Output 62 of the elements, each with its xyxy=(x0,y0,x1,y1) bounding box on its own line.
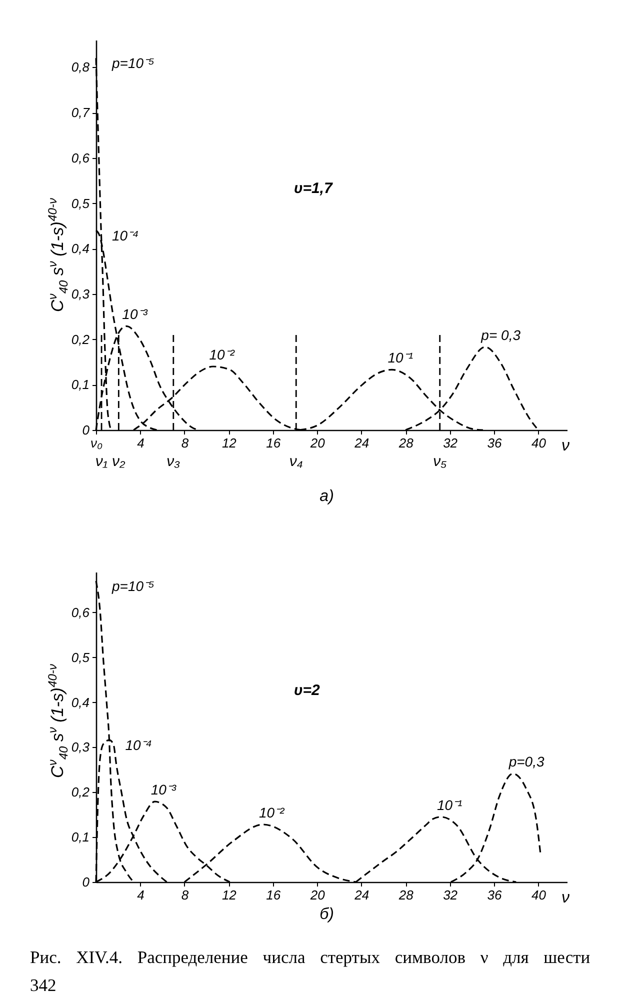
y-tick-label: 0,2 xyxy=(71,332,90,347)
series-label: 10⁻² xyxy=(209,346,236,363)
y-tick-label: 0,5 xyxy=(71,196,90,211)
x-tick-label: 16 xyxy=(266,436,282,450)
x-tick-label: 24 xyxy=(354,888,370,902)
ref-line-label: ν₅ xyxy=(433,453,447,470)
text: Рис. XIV.4. Распределение числа стертых символов ν для шести xyxy=(30,947,590,968)
series-label: 10⁻¹ xyxy=(388,350,414,366)
x-axis-title: ν xyxy=(562,890,570,906)
x-tick-label: 28 xyxy=(398,888,414,902)
y-tick-label: 0,3 xyxy=(71,286,90,302)
y-tick-label: 0,2 xyxy=(71,784,90,800)
series-label: p=0,3 xyxy=(508,754,544,770)
text: υ=2 xyxy=(294,682,320,699)
y-tick-label: 0,3 xyxy=(71,740,90,755)
text: б) xyxy=(320,906,334,923)
x-tick-label: 32 xyxy=(443,888,458,902)
x-tick-label: ν₀ xyxy=(90,436,104,450)
series-label: 10⁻⁴ xyxy=(112,227,139,244)
x-tick-label: 8 xyxy=(181,888,190,902)
x-tick-label: 28 xyxy=(398,436,414,450)
ref-line-label: ν₄ xyxy=(289,453,303,470)
y-tick-label: 0,4 xyxy=(71,694,90,710)
x-tick-label: 4 xyxy=(137,436,144,450)
text: 342 xyxy=(30,975,56,996)
y-tick-label: 0,7 xyxy=(71,105,90,120)
series-label: 10⁻⁴ xyxy=(125,737,152,754)
series-label: p= 0,3 xyxy=(480,327,521,344)
x-tick-label: 24 xyxy=(354,436,370,450)
y-tick-label: 0,8 xyxy=(71,60,90,75)
series-label: 10⁻² xyxy=(258,804,286,820)
x-tick-label: 4 xyxy=(137,888,144,902)
text: а) xyxy=(320,488,334,505)
series-label: p=10⁻⁵ xyxy=(111,55,155,72)
y-tick-label: 0,6 xyxy=(71,150,90,166)
y-tick-label: 0,1 xyxy=(71,830,90,845)
x-tick-label: 16 xyxy=(266,888,282,902)
x-axis-title: ν xyxy=(562,438,570,454)
x-tick-label: 40 xyxy=(532,888,547,902)
y-tick-label: 0 xyxy=(82,874,90,890)
series-label: p=10⁻⁵ xyxy=(111,578,155,594)
x-tick-label: 40 xyxy=(532,436,547,450)
series-label: 10⁻³ xyxy=(150,782,176,798)
x-tick-label: 36 xyxy=(487,436,503,450)
y-tick-label: 0,1 xyxy=(71,377,90,392)
x-tick-label: 8 xyxy=(181,436,190,450)
x-tick-label: 36 xyxy=(487,888,503,902)
series-label: 10⁻³ xyxy=(122,306,148,322)
x-tick-label: 20 xyxy=(309,436,326,450)
y-tick-label: 0,5 xyxy=(71,650,90,665)
ref-line-label: ν₃ xyxy=(166,453,180,470)
x-tick-label: 32 xyxy=(443,436,458,450)
series-label: 10⁻¹ xyxy=(436,796,463,813)
x-tick-label: 12 xyxy=(222,436,238,450)
y-tick-label: 0,4 xyxy=(71,241,90,256)
y-tick-label: 0 xyxy=(82,422,90,438)
ref-line-label: ν₂ xyxy=(112,453,126,470)
x-tick-label: 20 xyxy=(309,888,326,902)
y-tick-label: 0,6 xyxy=(71,604,90,620)
ref-line-label: ν₁ xyxy=(95,453,108,470)
text: υ=1,7 xyxy=(294,180,333,198)
x-tick-label: 12 xyxy=(222,888,238,902)
